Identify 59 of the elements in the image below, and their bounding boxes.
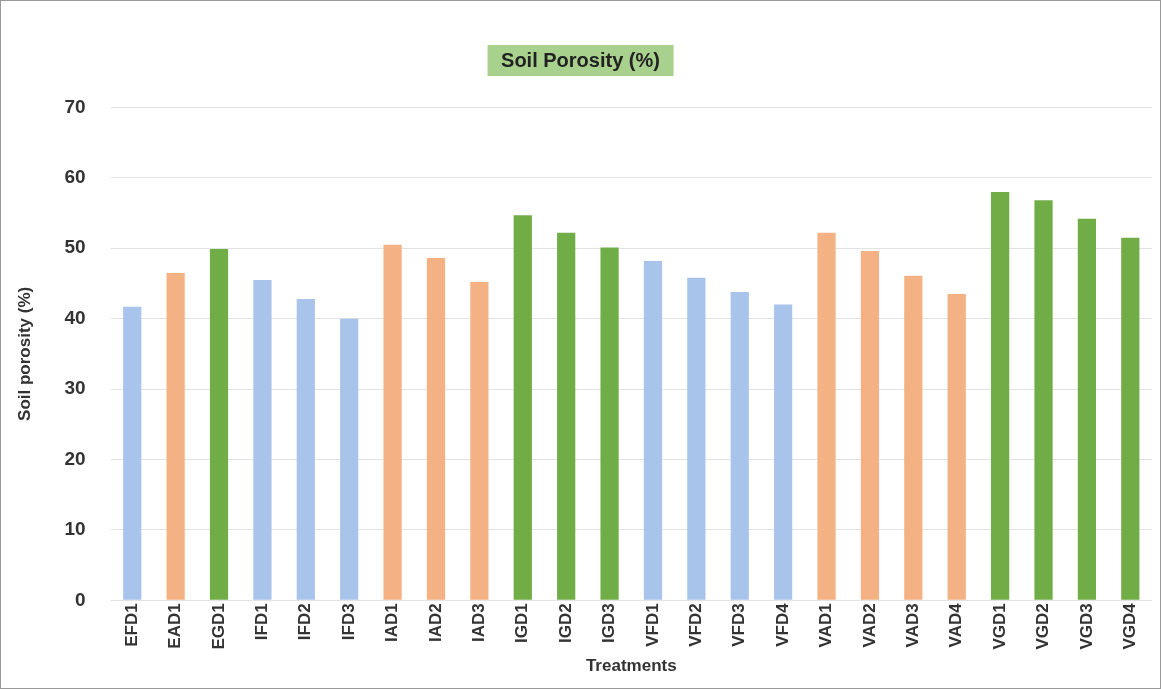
x-tick-label: IGD3 (599, 603, 619, 643)
bar (730, 291, 749, 600)
y-tick-label: 60 (64, 166, 86, 188)
bar (860, 251, 880, 600)
bar (947, 294, 966, 600)
bar (209, 248, 229, 600)
x-tick-label: IGD1 (512, 603, 532, 643)
x-tick-label: VFD1 (642, 603, 662, 647)
bar (513, 215, 532, 600)
bar (426, 258, 446, 600)
bar (123, 306, 142, 600)
x-tick-label: IGD2 (555, 603, 575, 643)
x-tick-label: EAD1 (165, 603, 185, 649)
x-tick-label: VGD2 (1033, 603, 1053, 650)
bar (253, 279, 272, 600)
y-tick-label: 70 (64, 95, 86, 117)
x-axis-title: Treatments (585, 656, 677, 676)
x-tick-label: EFD1 (121, 603, 141, 647)
y-axis-title: Soil porosity (%) (14, 286, 34, 421)
x-tick-label: VFD4 (772, 602, 792, 647)
y-tick-label: 40 (64, 306, 86, 328)
x-tick-label: VAD2 (859, 603, 879, 648)
x-tick-label: VAD4 (946, 602, 966, 648)
x-tick-label: VGD3 (1076, 603, 1096, 650)
x-tick-label: VFD3 (729, 603, 749, 647)
bar (600, 247, 619, 600)
x-tick-label: EGD1 (208, 603, 228, 650)
bar (687, 277, 706, 600)
y-tick-label: 50 (64, 236, 86, 258)
bar (774, 304, 793, 600)
bar (1121, 237, 1140, 600)
bar (904, 275, 923, 600)
bar (1034, 200, 1053, 600)
bar (991, 191, 1010, 600)
y-tick-label: 30 (64, 377, 86, 399)
y-tick-label: 10 (64, 518, 86, 540)
x-tick-label: IFD1 (252, 603, 272, 641)
x-tick-label: VGD1 (989, 603, 1009, 650)
y-tick-label: 0 (74, 588, 86, 610)
bar (166, 272, 185, 600)
bar (470, 282, 489, 600)
bar (340, 318, 359, 600)
x-tick-label: IFD2 (295, 603, 315, 641)
bar (643, 260, 663, 600)
bar (296, 298, 315, 600)
x-tick-label: VAD1 (816, 603, 836, 648)
bar (383, 244, 402, 600)
x-tick-label: IAD3 (469, 603, 489, 643)
x-tick-label: VFD2 (686, 603, 706, 647)
x-tick-label: IAD1 (382, 603, 402, 643)
y-tick-label: 20 (64, 447, 86, 469)
x-tick-label: IAD2 (425, 603, 445, 643)
chart-title: Soil Porosity (%) (487, 45, 674, 76)
x-tick-label: IFD3 (338, 603, 358, 641)
bar (817, 232, 836, 600)
x-tick-label: VGD4 (1119, 602, 1139, 650)
x-tick-label: VAD3 (903, 603, 923, 648)
bar (1077, 218, 1097, 600)
bar (557, 232, 576, 600)
